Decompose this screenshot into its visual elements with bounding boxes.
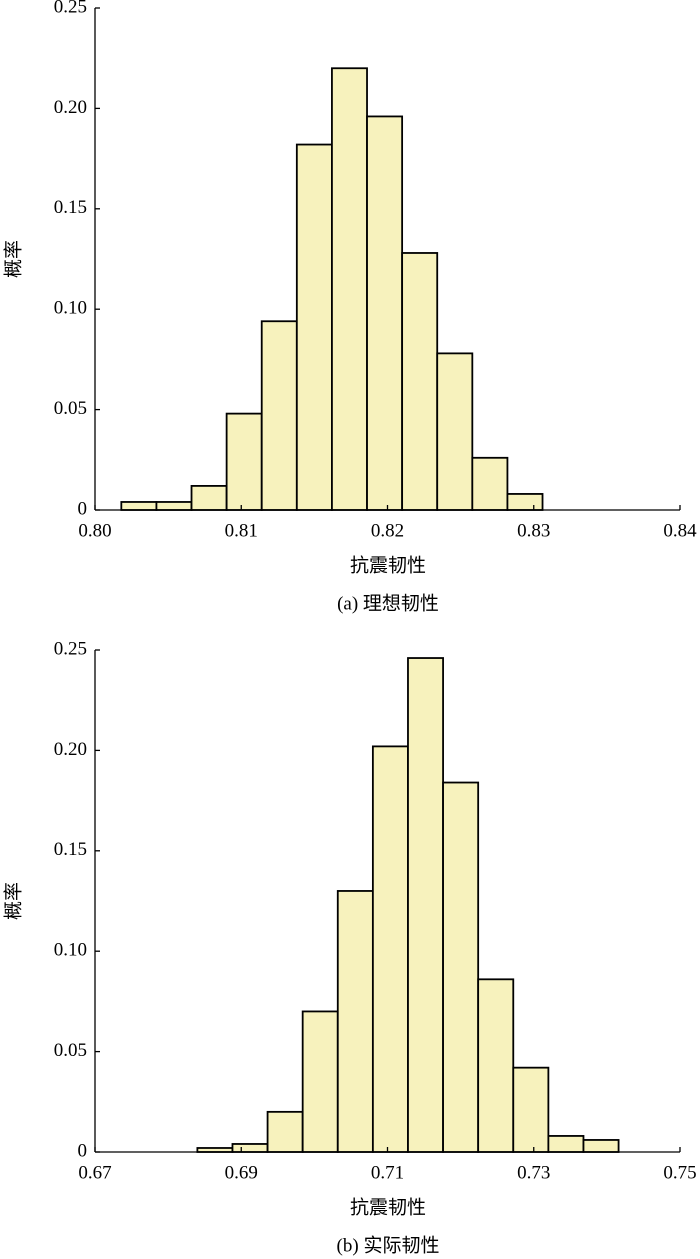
bar (120, 501, 158, 511)
y-tick-label: 0.20 (54, 97, 87, 118)
bar (266, 1110, 304, 1153)
caption: (a) 理想韧性 (337, 592, 439, 614)
y-tick-label: 0.20 (54, 739, 87, 760)
bar (407, 657, 444, 1153)
x-tick-label: 0.75 (663, 1162, 696, 1183)
x-axis-title: 抗震韧性 (350, 554, 426, 576)
bar (471, 456, 509, 511)
x-tick-label: 0.84 (663, 520, 697, 541)
bar (506, 493, 544, 511)
bar (295, 143, 333, 511)
bar (260, 320, 298, 511)
y-axis-title: 概率 (2, 240, 24, 278)
x-tick-label: 0.69 (225, 1162, 258, 1183)
y-tick-label: 0.10 (54, 298, 87, 319)
y-axis-title: 概率 (2, 882, 24, 920)
bar (190, 485, 228, 511)
x-tick-label: 0.80 (78, 520, 111, 541)
x-axis-title: 抗震韧性 (350, 1196, 426, 1218)
y-tick-label: 0.15 (54, 839, 87, 860)
y-tick-label: 0.05 (54, 398, 87, 419)
x-tick-label: 0.81 (225, 520, 258, 541)
y-tick-label: 0.10 (54, 940, 87, 961)
x-tick-label: 0.73 (517, 1162, 550, 1183)
bar (331, 67, 368, 511)
x-tick-label: 0.83 (517, 520, 550, 541)
bar (582, 1139, 620, 1153)
bar (436, 352, 474, 511)
y-tick-label: 0.15 (54, 197, 87, 218)
bar (512, 1066, 550, 1153)
y-tick-label: 0.05 (54, 1040, 87, 1061)
x-tick-label: 0.71 (371, 1162, 404, 1183)
bar (231, 1143, 269, 1153)
bar (477, 978, 515, 1153)
bar (401, 252, 439, 511)
caption: (b) 实际韧性 (337, 1234, 440, 1256)
bar (225, 412, 263, 511)
bar (442, 781, 480, 1153)
bar (366, 115, 404, 511)
bar (155, 501, 193, 511)
bar (336, 890, 374, 1153)
y-tick-label: 0 (78, 1140, 88, 1161)
y-tick-label: 0 (78, 498, 88, 519)
bar (301, 1010, 339, 1153)
y-tick-label: 0.25 (54, 0, 87, 17)
x-tick-label: 0.67 (78, 1162, 111, 1183)
bar (547, 1135, 585, 1153)
bar (371, 745, 409, 1153)
y-tick-label: 0.25 (54, 638, 87, 659)
x-tick-label: 0.82 (371, 520, 404, 541)
